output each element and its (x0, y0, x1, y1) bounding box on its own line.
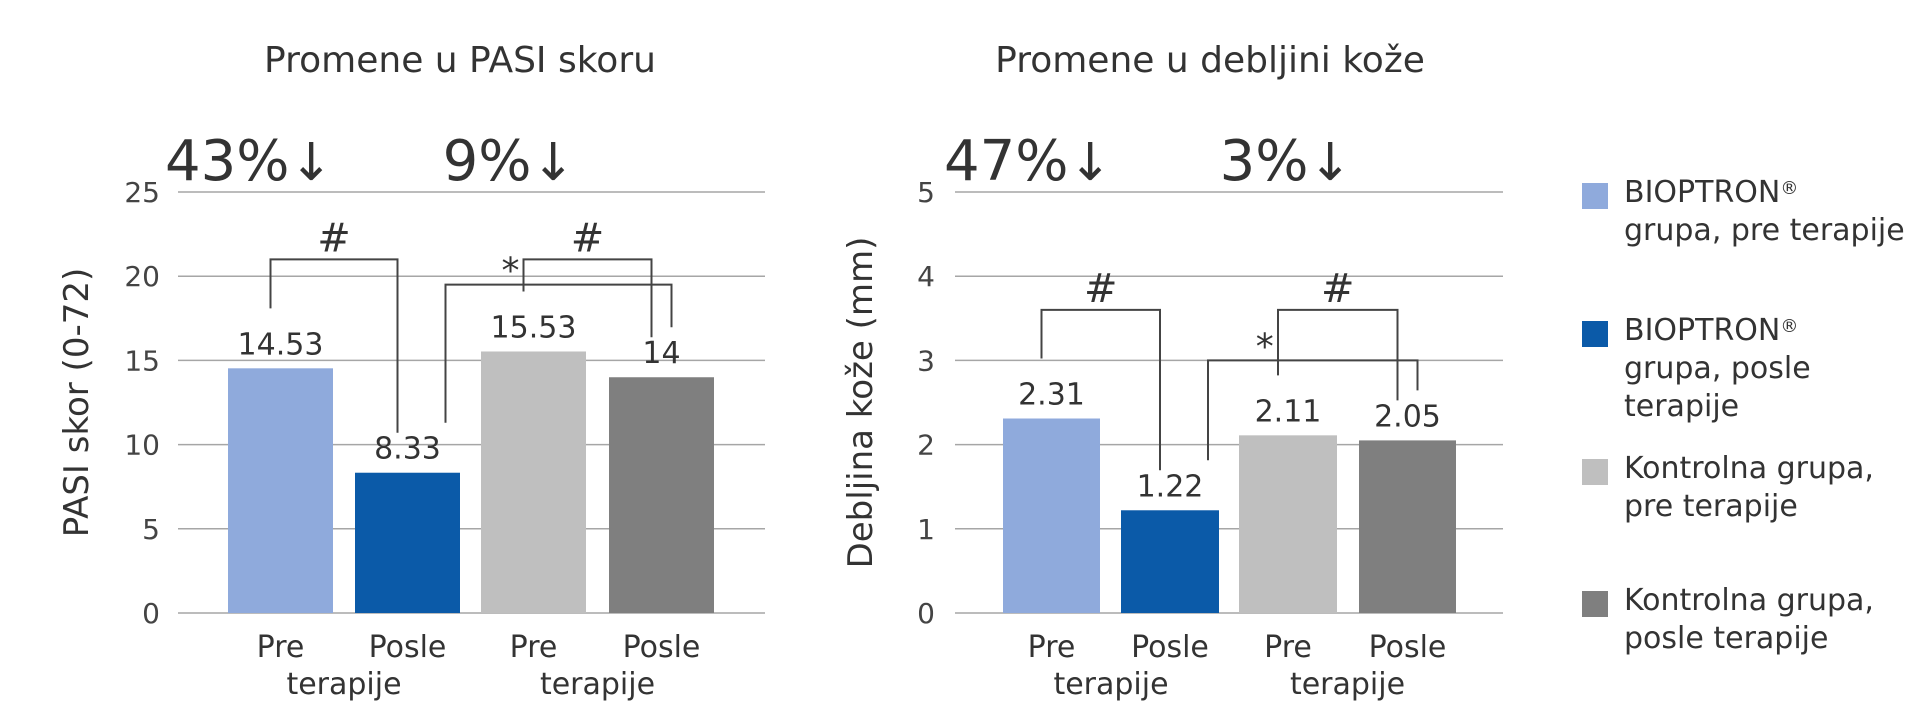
down-arrow-icon: ↓ (289, 133, 333, 193)
bar (355, 472, 460, 613)
significance-bracket (522, 258, 653, 338)
x-tick-label: Posle (623, 630, 701, 665)
legend-swatch (1582, 459, 1608, 485)
bar (1239, 435, 1337, 613)
down-arrow-icon: ↓ (531, 133, 575, 193)
y-tick-label: 1 (917, 513, 935, 546)
legend-label-main: Kontrolna grupa, (1624, 583, 1874, 618)
bar-value-label: 2.11 (1255, 394, 1322, 429)
significance-marker: * (1256, 326, 1274, 367)
bar (481, 351, 586, 613)
chart-2: Promene u debljini kože 0 1 2 3 4 5 Debljina ko… (841, 40, 1503, 702)
x-tick-label: Pre (1264, 630, 1312, 665)
percent-value: 43% (165, 129, 289, 194)
significance-bracket (444, 283, 673, 423)
x-tick-label: Pre (1028, 630, 1076, 665)
x-group-label: terapije (1053, 667, 1168, 702)
significance-marker: # (571, 215, 605, 261)
significance-bracket (1040, 308, 1161, 471)
legend-label-rest: pre terapije (1624, 489, 1798, 524)
chart-title: Promene u debljini kože (995, 40, 1425, 81)
y-tick-label: 4 (917, 260, 935, 293)
legend-label-rest: posle terapije (1624, 621, 1829, 656)
bar (1359, 440, 1456, 613)
percent-change-label: 9%↓ (443, 129, 575, 194)
legend-label: Kontrolna grupa, posle terapije (1624, 582, 1924, 658)
y-tick-label: 25 (124, 176, 160, 209)
x-tick-label: Posle (369, 630, 447, 665)
significance-marker: # (1084, 266, 1118, 312)
registered-mark: ® (1780, 316, 1799, 337)
bar-value-label: 8.33 (374, 432, 441, 467)
down-arrow-icon: ↓ (1068, 133, 1112, 193)
down-arrow-icon: ↓ (1308, 133, 1352, 193)
legend-swatch (1582, 183, 1608, 209)
significance-marker: * (502, 251, 520, 292)
bar-value-label: 14 (642, 336, 680, 371)
y-axis-label: Debljina kože (mm) (841, 237, 881, 569)
y-tick-label: 10 (124, 429, 160, 462)
y-tick-label: 0 (917, 597, 935, 630)
percent-change-label: 3%↓ (1220, 129, 1352, 194)
legend-swatch (1582, 321, 1608, 347)
bar-value-label: 14.53 (238, 327, 324, 362)
legend-label: Kontrolna grupa, pre terapije (1624, 450, 1924, 526)
bar (1003, 418, 1100, 613)
y-tick-label: 5 (142, 513, 160, 546)
registered-mark: ® (1780, 178, 1799, 199)
significance-marker: # (317, 215, 351, 261)
percent-value: 9% (443, 129, 532, 194)
x-tick-label: Pre (257, 630, 305, 665)
significance-bracket (269, 258, 399, 433)
y-tick-label: 5 (917, 176, 935, 209)
bar-value-label: 2.05 (1374, 399, 1441, 434)
legend-label: BIOPTRON® grupa, pre terapije (1624, 174, 1924, 250)
bar (1121, 510, 1219, 613)
x-tick-label: Posle (1369, 630, 1447, 665)
bar (228, 368, 333, 613)
y-tick-label: 3 (917, 344, 935, 377)
significance-bracket (1207, 359, 1419, 461)
chart-1: Promene u PASI skoru 0 5 10 15 20 25 PASI skor … (57, 40, 765, 702)
x-tick-label: Pre (510, 630, 558, 665)
legend-label: BIOPTRON® grupa, posle terapije (1624, 312, 1924, 426)
bar (609, 377, 714, 613)
bar-value-label: 1.22 (1137, 469, 1204, 504)
percent-value: 3% (1220, 129, 1309, 194)
y-tick-label: 2 (917, 429, 935, 462)
x-tick-label: Posle (1131, 630, 1209, 665)
percent-value: 47% (944, 129, 1068, 194)
y-axis-label: PASI skor (0-72) (57, 268, 97, 537)
legend-label-rest: grupa, pre terapije (1624, 213, 1905, 248)
legend-label-main: BIOPTRON (1624, 313, 1781, 348)
significance-marker: # (1321, 266, 1355, 312)
bar-value-label: 2.31 (1018, 377, 1085, 412)
significance-bracket (1277, 308, 1399, 401)
y-tick-label: 20 (124, 260, 160, 293)
legend-swatch (1582, 591, 1608, 617)
y-tick-label: 0 (142, 597, 160, 630)
legend: BIOPTRON® grupa, pre terapije BIOPTRON® … (1582, 0, 1922, 727)
chart-title: Promene u PASI skoru (264, 40, 656, 81)
percent-change-label: 47%↓ (944, 129, 1112, 194)
x-group-label: terapije (1290, 667, 1405, 702)
percent-change-label: 43%↓ (165, 129, 333, 194)
x-group-label: terapije (286, 667, 401, 702)
legend-label-rest: grupa, posle terapije (1624, 351, 1811, 424)
bar-value-label: 15.53 (491, 310, 577, 345)
x-group-label: terapije (540, 667, 655, 702)
legend-label-main: BIOPTRON (1624, 175, 1781, 210)
legend-label-main: Kontrolna grupa, (1624, 451, 1874, 486)
y-tick-label: 15 (124, 344, 160, 377)
